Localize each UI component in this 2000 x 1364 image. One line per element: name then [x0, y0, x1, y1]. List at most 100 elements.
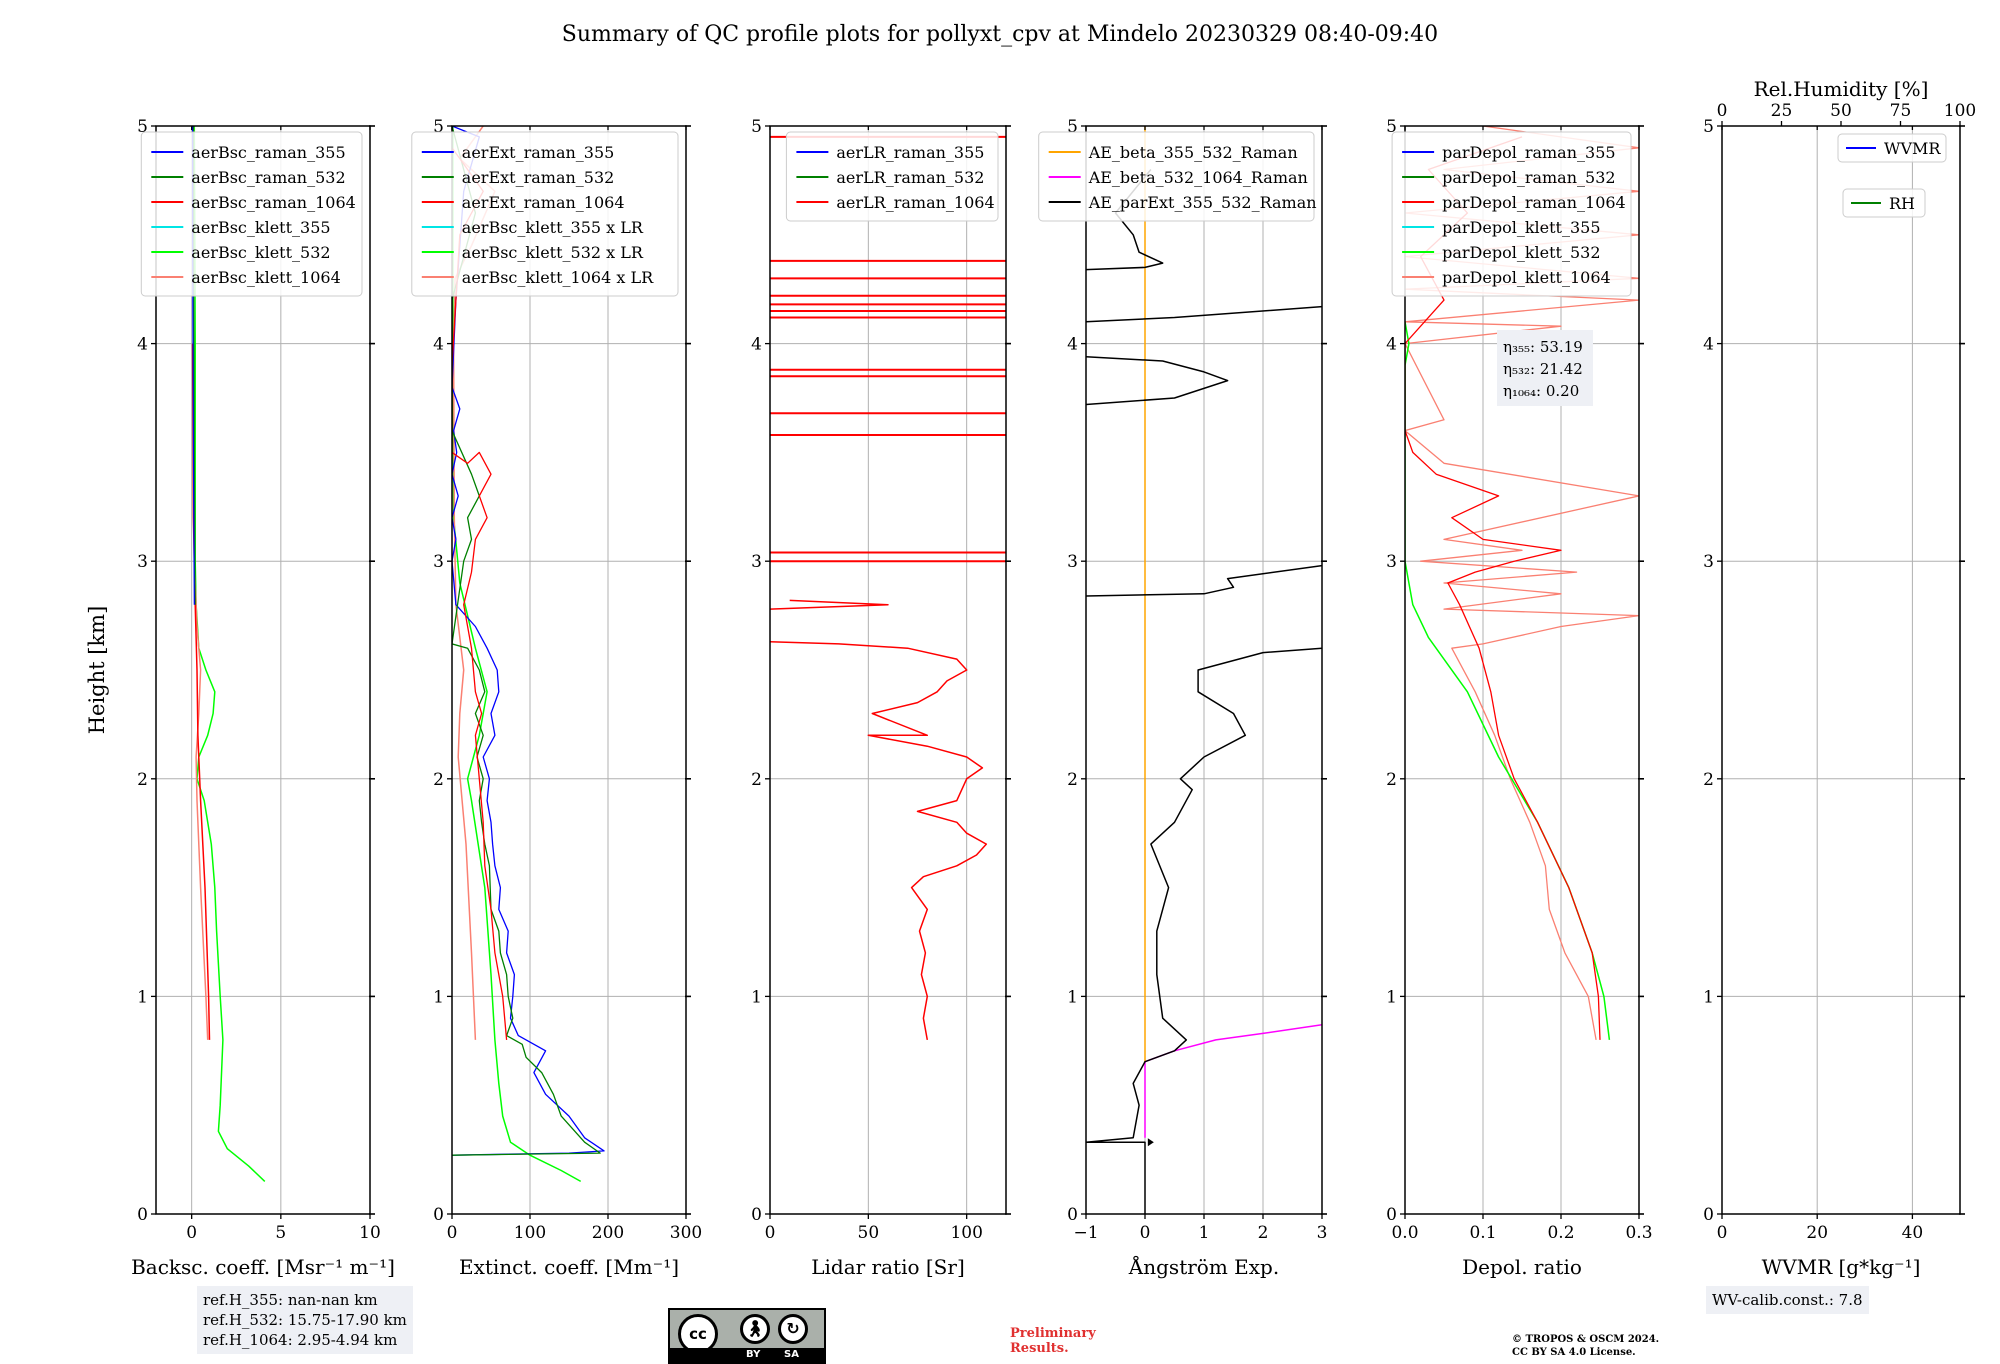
x-tick-label: 0	[1717, 1223, 1728, 1243]
x-tick-label: 100	[950, 1223, 982, 1243]
preliminary-line-2: Results.	[1010, 1341, 1069, 1356]
axes-frame	[1404, 125, 1640, 1215]
wv-calibration-constant: WV-calib.const.: 7.8	[1712, 1291, 1863, 1309]
x-tick-label: 5	[275, 1223, 286, 1243]
y-tick-label: 3	[1067, 552, 1078, 572]
x-axis-label: Depol. ratio	[1462, 1255, 1582, 1279]
wv-calibration-box: WV-calib.const.: 7.8	[1706, 1286, 1869, 1314]
arrow-marker	[1147, 1138, 1154, 1147]
eta-value: η₅₃₂: 21.42	[1503, 360, 1583, 378]
axes-frame	[769, 125, 1007, 1215]
copyright-line-2: CC BY SA 4.0 License.	[1512, 1347, 1636, 1358]
y-tick-label: 5	[751, 117, 762, 137]
legend-entry: parDepol_raman_1064	[1442, 193, 1626, 212]
y-tick-label: 3	[433, 552, 444, 572]
x-tick-label: 2	[1258, 1223, 1269, 1243]
panel-5: 0.0 0.1 0.2 0.3 0 1 2 3 4 5 Depol. ratio parDepol_r…	[1386, 117, 1652, 1279]
top-axis-label: Rel.Humidity [%]	[1754, 77, 1929, 101]
legend-box	[1837, 133, 1947, 163]
figure-title: Summary of QC profile plots for pollyxt_…	[561, 22, 1439, 47]
y-tick-label: 0	[751, 1205, 762, 1225]
legend-entry: aerBsc_klett_1064	[191, 268, 340, 287]
y-tick-label: 2	[751, 770, 762, 790]
legend-entry: aerBsc_raman_1064	[191, 193, 356, 212]
y-tick-label: 4	[137, 335, 148, 355]
legend-entry: aerExt_raman_355	[462, 143, 615, 162]
y-tick-label: 1	[1386, 987, 1397, 1007]
series-line	[1086, 564, 1322, 597]
series-line	[1405, 136, 1601, 1040]
panel-2: 0 100 200 300 0 1 2 3 4 5 Extinct. coeff. [Mm⁻¹] ae…	[411, 117, 702, 1279]
legend-entry: aerLR_raman_532	[836, 168, 984, 187]
legend-box	[785, 131, 999, 222]
y-tick-label: 4	[1067, 335, 1078, 355]
top-tick-label: 100	[1944, 101, 1976, 121]
y-tick-label: 3	[751, 552, 762, 572]
panel-1: 0 5 10 0 1 2 3 4 5 Backsc. coeff. [Msr⁻¹ m⁻¹] aerB…	[131, 117, 395, 1279]
series-line	[452, 126, 605, 1156]
legend-entry: parDepol_klett_532	[1442, 243, 1600, 262]
x-tick-label: 10	[359, 1223, 381, 1243]
y-tick-label: 1	[433, 987, 444, 1007]
plot-data	[1086, 126, 1322, 1214]
legend-box	[1842, 188, 1926, 218]
copyright-line-1: © TROPOS & OSCM 2024.	[1512, 1334, 1660, 1345]
x-axis-label: Extinct. coeff. [Mm⁻¹]	[459, 1255, 679, 1279]
legend-entry: aerBsc_klett_532	[191, 243, 330, 262]
x-tick-label: 50	[858, 1223, 880, 1243]
y-tick-label: 2	[1703, 770, 1714, 790]
ref-height-532: ref.H_532: 15.75-17.90 km	[203, 1311, 407, 1329]
series-line	[452, 126, 601, 1156]
legend-entry: WVMR	[1884, 139, 1941, 158]
series-line	[770, 640, 988, 1041]
y-tick-label: 1	[751, 987, 762, 1007]
legend-entry: aerBsc_raman_532	[191, 168, 345, 187]
legend-entry: aerExt_raman_532	[462, 168, 615, 187]
legend-entry: AE_beta_532_1064_Raman	[1088, 168, 1308, 187]
y-tick-label: 2	[1067, 770, 1078, 790]
preliminary-line-1: Preliminary	[1010, 1326, 1096, 1341]
legend-entry: parDepol_klett_355	[1442, 218, 1600, 237]
y-tick-label: 5	[433, 117, 444, 137]
legend-entry: parDepol_klett_1064	[1442, 268, 1611, 287]
y-tick-label: 0	[1386, 1205, 1397, 1225]
eta-value: η₃₅₅: 53.19	[1503, 338, 1583, 356]
preliminary-results-note: Preliminary Results.	[1010, 1326, 1096, 1356]
top-tick-label: 0	[1717, 101, 1728, 121]
legend-entry: RH	[1889, 194, 1915, 213]
y-tick-label: 1	[1703, 987, 1714, 1007]
axes-frame	[155, 125, 371, 1215]
x-tick-label: 0	[765, 1223, 776, 1243]
x-tick-label: 0	[186, 1223, 197, 1243]
series-line	[770, 599, 889, 610]
x-tick-label: 1	[1199, 1223, 1210, 1243]
x-tick-label: 300	[670, 1223, 702, 1243]
copyright-note: © TROPOS & OSCM 2024. CC BY SA 4.0 Licen…	[1512, 1333, 1659, 1359]
x-axis-label: Ångström Exp.	[1128, 1254, 1279, 1279]
y-tick-label: 2	[137, 770, 148, 790]
legend-entry: AE_parExt_355_532_Raman	[1088, 193, 1317, 212]
x-axis-label: WVMR [g*kg⁻¹]	[1762, 1255, 1921, 1279]
y-tick-label: 1	[1067, 987, 1078, 1007]
axes-frame	[451, 125, 687, 1215]
series-line	[1144, 1023, 1322, 1138]
y-tick-label: 5	[1386, 117, 1397, 137]
ref-height-355: ref.H_355: nan-nan km	[203, 1291, 378, 1309]
attribution-person-icon: 🚶︎	[740, 1314, 770, 1344]
top-tick-label: 50	[1830, 101, 1852, 121]
y-tick-label: 3	[1703, 552, 1714, 572]
x-tick-label: 100	[514, 1223, 546, 1243]
x-tick-label: 40	[1902, 1223, 1924, 1243]
series-line	[452, 147, 508, 1040]
y-tick-label: 5	[1067, 117, 1078, 137]
y-tick-label: 5	[1703, 117, 1714, 137]
x-axis-label: Backsc. coeff. [Msr⁻¹ m⁻¹]	[131, 1255, 395, 1279]
legend-entry: aerLR_raman_355	[836, 143, 984, 162]
series-line	[1086, 647, 1322, 1214]
x-tick-label: 3	[1317, 1223, 1328, 1243]
y-tick-label: 4	[1703, 335, 1714, 355]
eta-value: η₁₀₆₄: 0.20	[1503, 382, 1579, 400]
ref-height-1064: ref.H_1064: 2.95-4.94 km	[203, 1331, 398, 1349]
